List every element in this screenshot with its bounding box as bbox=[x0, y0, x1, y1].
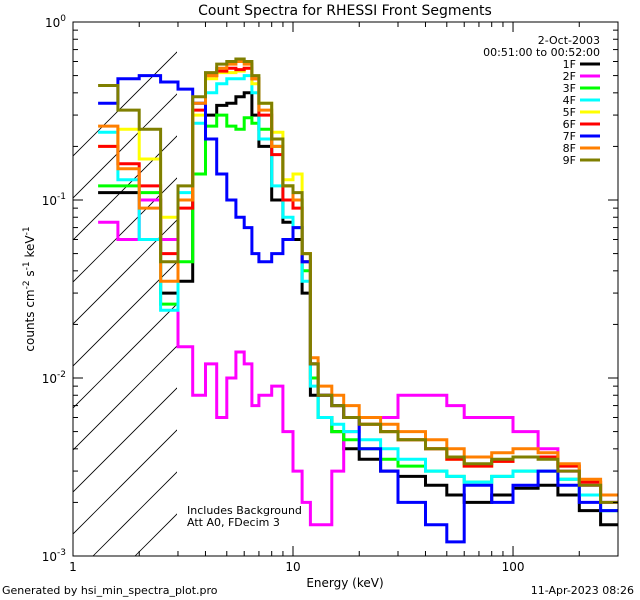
hatch-line bbox=[73, 387, 177, 493]
series-line-2F bbox=[98, 198, 618, 527]
y-axis-label: counts cm-2​ s-1​ keV-1​ bbox=[22, 226, 37, 351]
hatch-line bbox=[73, 51, 177, 157]
series-line-9F bbox=[98, 57, 618, 504]
plot-timestamp: 11-Apr-2023 08:26 bbox=[530, 584, 634, 597]
plot-frame bbox=[72, 21, 619, 557]
hatch-line bbox=[73, 93, 177, 199]
series-line-4F bbox=[98, 74, 618, 513]
hatch-line bbox=[73, 345, 177, 451]
annotation-background: Includes Background bbox=[187, 504, 302, 517]
annotation-attenuator: Att A0, FDecim 3 bbox=[187, 516, 280, 529]
hatch-line bbox=[73, 219, 177, 325]
hatch-line bbox=[73, 429, 177, 535]
legend-label-5F: 5F bbox=[563, 106, 576, 119]
legend-label-2F: 2F bbox=[563, 70, 576, 83]
hatch-line bbox=[303, 0, 640, 556]
x-tick-label: 100 bbox=[502, 560, 525, 574]
x-axis-ticks: 1 10 100 bbox=[69, 22, 619, 574]
x-tick-label: 1 bbox=[69, 560, 77, 574]
hatch-line bbox=[261, 0, 640, 556]
y-tick-label: 10-3 bbox=[42, 548, 66, 564]
hatch-line bbox=[73, 261, 177, 367]
x-axis-label: Energy (keV) bbox=[306, 576, 383, 590]
legend-label-8F: 8F bbox=[563, 142, 576, 155]
series-line-7F bbox=[98, 74, 618, 544]
y-tick-label: 100 bbox=[45, 14, 66, 30]
legend-label-6F: 6F bbox=[563, 118, 576, 131]
time-range: 00:51:00 to 00:52:00 bbox=[483, 46, 600, 59]
legend-label-7F: 7F bbox=[563, 130, 576, 143]
y-tick-label: 10-2 bbox=[42, 370, 66, 386]
legend-label-9F: 9F bbox=[563, 154, 576, 167]
legend-label-3F: 3F bbox=[563, 82, 576, 95]
observation-date: 2-Oct-2003 bbox=[538, 34, 600, 47]
legend-label-1F: 1F bbox=[563, 58, 576, 71]
y-axis-ticks: 100 10-1 10-2 10-3 bbox=[42, 14, 618, 564]
chart-title: Count Spectra for RHESSI Front Segments bbox=[198, 3, 492, 19]
series-group bbox=[98, 57, 618, 544]
generated-by-note: Generated by hsi_min_spectra_plot.pro bbox=[2, 584, 218, 597]
x-tick-label: 10 bbox=[285, 560, 300, 574]
background-hatch-region bbox=[73, 0, 640, 556]
hatch-line bbox=[73, 177, 177, 283]
y-tick-label: 10-1 bbox=[42, 192, 66, 208]
legend-label-4F: 4F bbox=[563, 94, 576, 107]
